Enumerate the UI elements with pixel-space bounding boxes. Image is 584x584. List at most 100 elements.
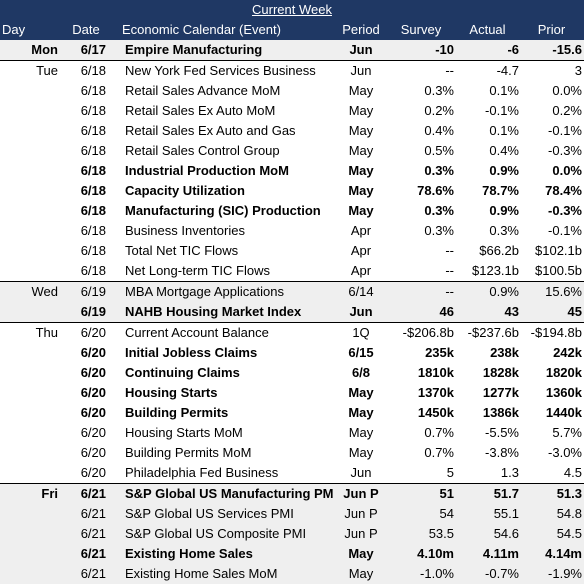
cell-event: Capacity Utilization bbox=[125, 183, 245, 198]
cell-survey: 0.3% bbox=[424, 203, 454, 218]
cell-prior: 78.4% bbox=[545, 183, 582, 198]
cell-survey: 0.2% bbox=[424, 103, 454, 118]
cell-actual: $66.2b bbox=[479, 243, 519, 258]
cell-day bbox=[0, 383, 62, 403]
cell-survey: -- bbox=[445, 263, 454, 278]
cell-day bbox=[0, 564, 62, 584]
cell-survey: 0.4% bbox=[424, 123, 454, 138]
cell-date: 6/21 bbox=[80, 566, 106, 581]
table-row: 6/18 Net Long-term TIC Flows Apr -- $123.1b $… bbox=[0, 261, 584, 281]
cell-event: Building Permits MoM bbox=[125, 445, 252, 460]
cell-period: Apr bbox=[350, 243, 372, 258]
cell-date: 6/20 bbox=[80, 465, 106, 480]
header-prior: Prior bbox=[537, 22, 566, 37]
cell-event: Existing Home Sales MoM bbox=[125, 566, 278, 581]
cell-actual: 43 bbox=[504, 304, 519, 319]
table-title-bar: Current Week bbox=[0, 0, 584, 20]
cell-survey: 0.5% bbox=[424, 143, 454, 158]
cell-day bbox=[0, 201, 62, 221]
cell-actual: -3.8% bbox=[485, 445, 519, 460]
cell-event: NAHB Housing Market Index bbox=[125, 304, 302, 319]
cell-period: May bbox=[348, 566, 374, 581]
cell-actual: 54.6 bbox=[493, 526, 519, 541]
cell-event: Existing Home Sales bbox=[125, 546, 253, 561]
cell-period: May bbox=[348, 445, 374, 460]
cell-day bbox=[0, 504, 62, 524]
cell-day bbox=[0, 181, 62, 201]
cell-survey: 51 bbox=[439, 486, 454, 501]
table-row: 6/18 Retail Sales Control Group May 0.5% 0.4… bbox=[0, 141, 584, 161]
cell-day bbox=[0, 81, 62, 101]
table-row: Fri 6/21 S&P Global US Manufacturing PMI Ju… bbox=[0, 483, 584, 504]
cell-actual: -6 bbox=[507, 42, 519, 57]
table-row: 6/20 Continuing Claims 6/8 1810k 1828k 1820k bbox=[0, 363, 584, 383]
cell-period: May bbox=[348, 103, 374, 118]
cell-survey: -- bbox=[445, 284, 454, 299]
cell-survey: 46 bbox=[439, 304, 454, 319]
cell-survey: -10 bbox=[435, 42, 454, 57]
cell-period: Apr bbox=[350, 223, 372, 238]
cell-date: 6/20 bbox=[80, 385, 106, 400]
cell-period: May bbox=[348, 385, 374, 400]
cell-day bbox=[0, 343, 62, 363]
cell-date: 6/20 bbox=[80, 405, 106, 420]
cell-day bbox=[0, 443, 62, 463]
table-title: Current Week bbox=[252, 2, 332, 17]
header-event: Economic Calendar (Event) bbox=[122, 22, 281, 37]
cell-actual: 0.9% bbox=[489, 203, 519, 218]
table-row: 6/18 Industrial Production MoM May 0.3% 0.9%… bbox=[0, 161, 584, 181]
cell-day bbox=[0, 241, 62, 261]
cell-actual: -$237.6b bbox=[467, 325, 519, 340]
table-row: 6/21 Existing Home Sales MoM May -1.0% -0.7%… bbox=[0, 564, 584, 584]
cell-date: 6/19 bbox=[80, 284, 106, 299]
cell-actual: -5.5% bbox=[485, 425, 519, 440]
cell-period: Jun P bbox=[344, 506, 378, 521]
cell-actual: 0.1% bbox=[489, 83, 519, 98]
cell-period: 6/8 bbox=[351, 365, 371, 380]
cell-period: May bbox=[348, 183, 374, 198]
cell-prior: -$194.8b bbox=[530, 325, 582, 340]
cell-prior: 0.2% bbox=[552, 103, 582, 118]
cell-actual: -0.1% bbox=[485, 103, 519, 118]
cell-prior: 4.14m bbox=[545, 546, 582, 561]
header-period: Period bbox=[342, 22, 380, 37]
cell-event: Empire Manufacturing bbox=[125, 42, 263, 57]
cell-date: 6/18 bbox=[80, 263, 106, 278]
cell-prior: 54.8 bbox=[556, 506, 582, 521]
cell-date: 6/20 bbox=[80, 365, 106, 380]
cell-event: Manufacturing (SIC) Production bbox=[125, 203, 321, 218]
cell-prior: -0.1% bbox=[548, 223, 582, 238]
cell-event: Housing Starts MoM bbox=[125, 425, 243, 440]
cell-day bbox=[0, 101, 62, 121]
table-row: Thu 6/20 Current Account Balance 1Q -$206.8b… bbox=[0, 322, 584, 343]
cell-event: S&P Global US Services PMI bbox=[125, 506, 294, 521]
cell-prior: 1360k bbox=[545, 385, 582, 400]
table-row: 6/21 S&P Global US Composite PMI Jun P 53.5… bbox=[0, 524, 584, 544]
cell-date: 6/19 bbox=[80, 304, 106, 319]
cell-period: May bbox=[348, 123, 374, 138]
cell-prior: 1440k bbox=[545, 405, 582, 420]
cell-period: May bbox=[348, 405, 374, 420]
cell-survey: -- bbox=[445, 63, 454, 78]
cell-survey: -- bbox=[445, 243, 454, 258]
cell-date: 6/18 bbox=[80, 123, 106, 138]
table-row: 6/18 Retail Sales Advance MoM May 0.3% 0.1% 0… bbox=[0, 81, 584, 101]
cell-event: Industrial Production MoM bbox=[125, 163, 289, 178]
cell-day: Fri bbox=[41, 486, 58, 501]
cell-survey: 78.6% bbox=[417, 183, 454, 198]
cell-actual: 0.3% bbox=[489, 223, 519, 238]
cell-day bbox=[0, 403, 62, 423]
header-date: Date bbox=[72, 22, 100, 37]
cell-period: Jun bbox=[350, 465, 372, 480]
table-row: 6/20 Housing Starts May 1370k 1277k 1360k bbox=[0, 383, 584, 403]
cell-event: Philadelphia Fed Business bbox=[125, 465, 279, 480]
table-row: Wed 6/19 MBA Mortgage Applications 6/14 -- 0.… bbox=[0, 281, 584, 302]
cell-day bbox=[0, 363, 62, 383]
cell-date: 6/18 bbox=[80, 163, 106, 178]
cell-survey: 5 bbox=[446, 465, 454, 480]
cell-date: 6/18 bbox=[80, 63, 106, 78]
cell-prior: 54.5 bbox=[556, 526, 582, 541]
cell-event: Retail Sales Advance MoM bbox=[125, 83, 281, 98]
table-row: 6/20 Philadelphia Fed Business Jun 5 1.3 4.5 bbox=[0, 463, 584, 483]
cell-date: 6/21 bbox=[80, 526, 106, 541]
